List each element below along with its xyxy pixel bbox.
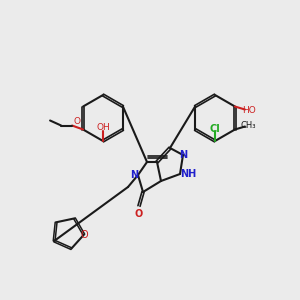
Text: N: N [130, 170, 138, 180]
Text: CH₃: CH₃ [240, 121, 256, 130]
Text: HO: HO [242, 106, 256, 115]
Text: NH: NH [180, 169, 196, 179]
Text: Cl: Cl [210, 124, 220, 134]
Text: O: O [135, 209, 143, 219]
Text: N: N [179, 150, 187, 160]
Text: O: O [80, 230, 88, 240]
Text: OH: OH [96, 124, 110, 133]
Text: O: O [74, 117, 81, 126]
